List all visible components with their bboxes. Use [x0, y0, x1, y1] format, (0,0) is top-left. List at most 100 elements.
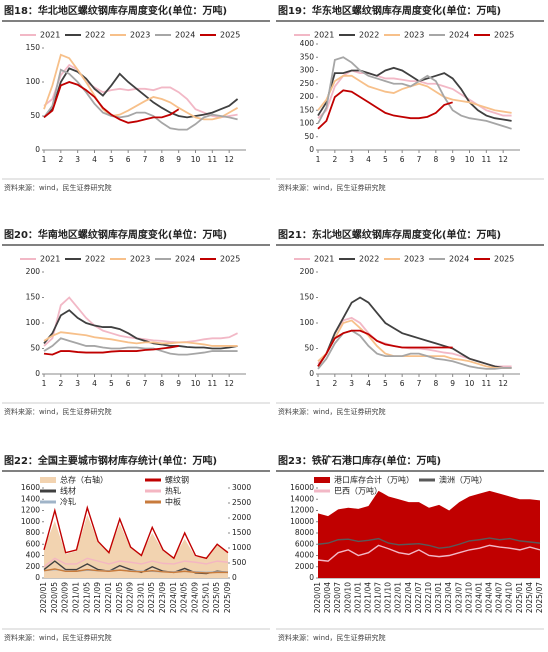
legend-label: 2021 [40, 255, 60, 264]
x-tick-label: 2021/05 [82, 582, 91, 613]
line [317, 296, 512, 369]
y-tick-label: 150 [26, 293, 41, 302]
source-note: 资料来源：wind，民生证券研究院 [278, 183, 386, 192]
x-tick-label: 2024/01 [474, 582, 483, 613]
x-tick-label: 2024/07 [495, 582, 504, 613]
x-tick-label: 2025/01 [201, 582, 210, 613]
y2-tick-label: 2000 [232, 513, 251, 522]
y-tick-label: 10000 [290, 517, 314, 526]
line [43, 557, 229, 568]
line [317, 56, 512, 130]
y-tick-label: 350 [300, 52, 315, 61]
x-tick-label: 8 [159, 379, 164, 388]
y-tick-label: 1000 [21, 517, 40, 526]
x-tick-label: 10 [191, 155, 201, 164]
x-tick-label: 1 [42, 155, 47, 164]
line [43, 568, 228, 574]
legend-label: 中板 [165, 497, 181, 507]
y-tick-label: 1200 [21, 506, 40, 515]
y-tick-label: 1600 [21, 483, 40, 492]
y-tick-label: 0 [309, 369, 314, 378]
x-tick-label: 2024/04 [485, 582, 494, 613]
y-tick-label: 0 [309, 145, 314, 154]
x-tick-label: 2023/05 [147, 582, 156, 613]
x-tick-label: 2023/07 [454, 582, 463, 613]
y-tick-label: 0 [309, 573, 314, 582]
y-tick-label: 150 [300, 293, 315, 302]
x-tick-label: 4 [92, 379, 97, 388]
x-tick-label: 2024/10 [505, 582, 514, 613]
y-tick-label: 100 [26, 318, 41, 327]
y2-tick-label: 2500 [232, 498, 251, 507]
legend-label: 港口库存合计（万吨） [334, 475, 414, 485]
x-tick-label: 9 [450, 379, 455, 388]
x-tick-label: 2022/09 [126, 582, 135, 613]
x-tick-label: 1 [316, 155, 321, 164]
x-tick-label: 2020/09 [61, 582, 70, 613]
x-tick-label: 5 [383, 155, 388, 164]
source-note: 资料来源：wind，民生证券研究院 [4, 183, 112, 192]
legend-label: 2021 [314, 255, 334, 264]
y-tick-label: 600 [26, 539, 41, 548]
source-note: 资料来源：wind，民生证券研究院 [4, 633, 112, 642]
line [43, 309, 238, 350]
line [43, 505, 229, 560]
x-tick-label: 3 [75, 379, 80, 388]
x-tick-label: 11 [482, 379, 492, 388]
y-tick-label: 200 [300, 267, 315, 276]
legend-label: 2022 [359, 255, 379, 264]
x-tick-label: 7 [417, 155, 422, 164]
legend-label: 2023 [404, 31, 424, 40]
x-tick-label: 2 [332, 155, 337, 164]
legend-label: 2024 [449, 31, 469, 40]
legend-label: 2021 [40, 31, 60, 40]
x-tick-label: 11 [208, 379, 218, 388]
x-tick-label: 2022/01 [104, 582, 113, 613]
legend-label: 2021 [314, 31, 334, 40]
y-tick-label: 2000 [295, 562, 314, 571]
line [43, 68, 238, 131]
source-note: 资料来源：wind，民生证券研究院 [278, 633, 386, 642]
legend-label: 冷轧 [60, 497, 76, 507]
x-tick-label: 2023/01 [434, 582, 443, 613]
legend-label: 2023 [130, 31, 150, 40]
y2-tick-label: 1000 [232, 543, 251, 552]
x-tick-label: 2022/07 [414, 582, 423, 613]
x-tick-label: 5 [383, 379, 388, 388]
y-tick-label: 50 [30, 344, 40, 353]
x-tick-label: 12 [224, 155, 234, 164]
x-tick-label: 8 [159, 155, 164, 164]
y-tick-label: 6000 [295, 539, 314, 548]
y-tick-label: 8000 [295, 528, 314, 537]
x-tick-label: 2023/01 [136, 582, 145, 613]
x-tick-label: 7 [417, 379, 422, 388]
line [317, 319, 512, 369]
y-tick-label: 0 [35, 573, 40, 582]
legend-label: 巴西（万吨） [334, 486, 382, 496]
x-tick-label: 2020/01 [313, 582, 322, 613]
x-tick-label: 2022/04 [404, 582, 413, 613]
line [317, 329, 453, 367]
y-tick-label: 14000 [290, 494, 314, 503]
chart-title: 图19：华东地区螺纹钢库存周度变化(单位：万吨) [278, 4, 501, 17]
line [317, 66, 512, 122]
y-tick-label: 150 [26, 43, 41, 52]
y-tick-label: 150 [300, 105, 315, 114]
legend-label: 2022 [85, 255, 105, 264]
chart-title: 图23：铁矿石港口库存(单位：万吨) [278, 454, 441, 467]
y-tick-label: 16000 [290, 483, 314, 492]
legend-label: 2023 [404, 255, 424, 264]
x-tick-label: 6 [400, 379, 405, 388]
legend-label: 2022 [85, 31, 105, 40]
x-tick-label: 2021/07 [374, 582, 383, 613]
y-tick-label: 400 [300, 39, 315, 48]
legend-label: 2025 [220, 31, 240, 40]
x-tick-label: 9 [176, 155, 181, 164]
x-tick-label: 2 [58, 155, 63, 164]
x-tick-label: 11 [482, 155, 492, 164]
y-tick-label: 200 [26, 562, 41, 571]
x-tick-label: 2020/10 [343, 582, 352, 613]
legend-label: 2023 [130, 255, 150, 264]
